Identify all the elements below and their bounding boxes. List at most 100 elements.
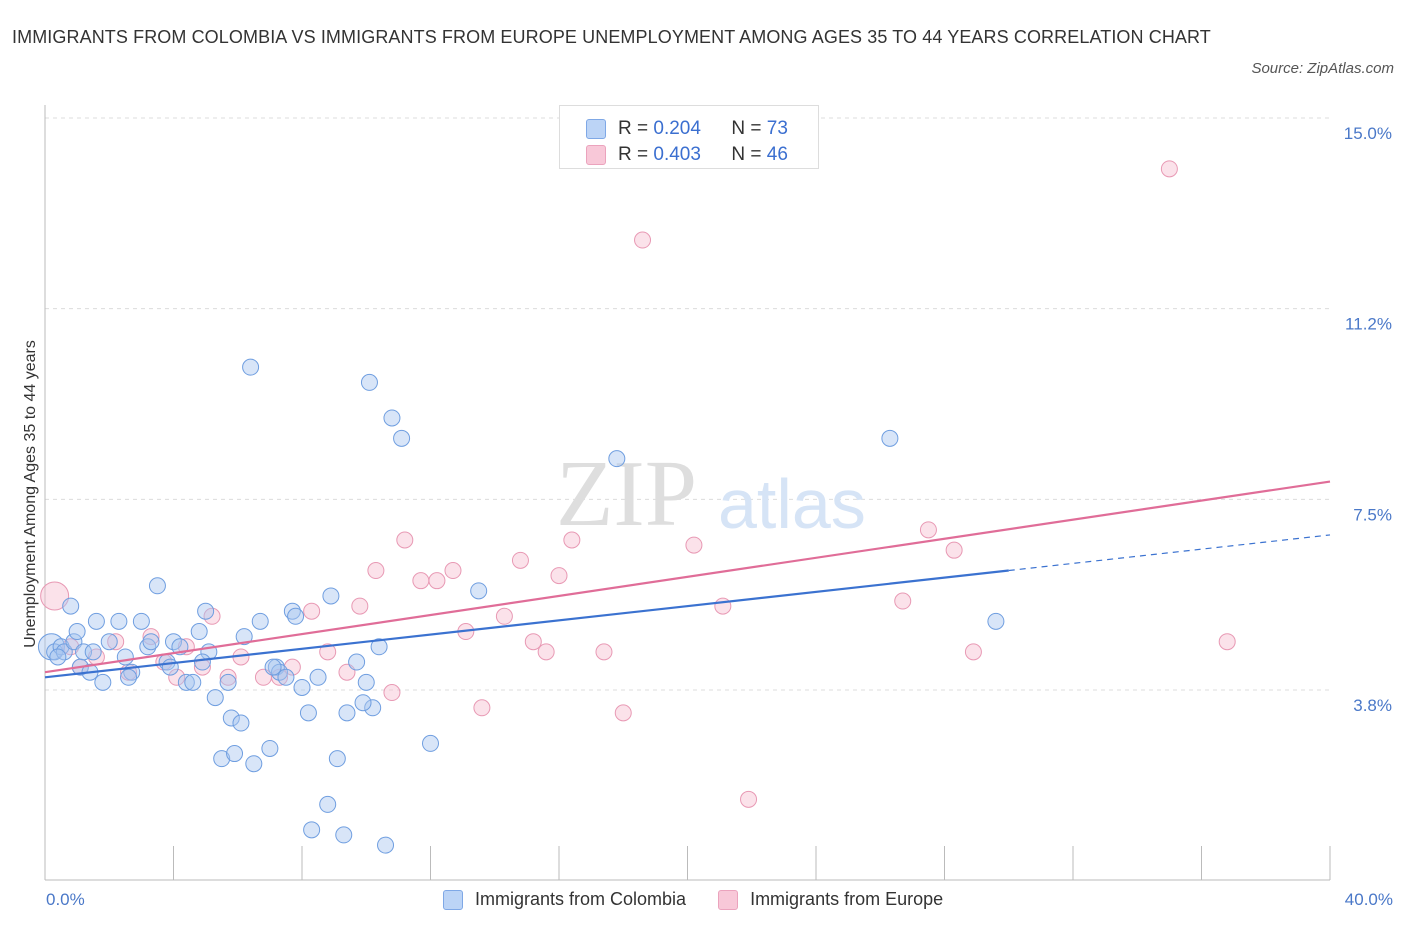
y-tick-label: 7.5% <box>1353 505 1392 524</box>
colombia-point <box>177 673 195 691</box>
colombia-r-value: 0.204 <box>653 118 701 139</box>
colombia-point <box>235 628 253 646</box>
colombia-point <box>357 673 375 691</box>
europe-point <box>685 536 703 554</box>
colombia-point <box>987 612 1005 630</box>
colombia-point <box>142 633 160 651</box>
colombia-point <box>94 673 112 691</box>
europe-swatch <box>586 145 606 165</box>
colombia-point <box>608 450 626 468</box>
gridlines <box>45 117 1330 691</box>
europe-point <box>945 541 963 559</box>
y-tick-label: 11.2% <box>1345 315 1392 334</box>
colombia-point <box>62 597 80 615</box>
europe-point <box>964 643 982 661</box>
colombia-point <box>299 704 317 722</box>
europe-point <box>351 597 369 615</box>
colombia-point <box>287 607 305 625</box>
europe-point <box>40 581 70 611</box>
europe-point <box>1160 160 1178 178</box>
colombia-point <box>49 648 67 666</box>
colombia-point <box>377 836 395 854</box>
trend-lines <box>44 480 1331 679</box>
y-tick-labels: 3.8% 7.5% 11.2% 15.0% <box>1344 124 1392 715</box>
europe-point <box>550 567 568 585</box>
r-label: R = <box>618 118 654 139</box>
colombia-point <box>383 409 401 427</box>
europe-point <box>563 531 581 549</box>
europe-point <box>303 602 321 620</box>
x-tick-label-min: 0.0% <box>46 890 85 909</box>
source-note: Source: ZipAtlas.com <box>1251 60 1394 77</box>
colombia-trend-extension <box>1008 534 1331 572</box>
watermark: ZIP atlas <box>556 442 866 546</box>
europe-points <box>40 160 1236 808</box>
colombia-points <box>37 358 1005 854</box>
colombia-point <box>193 653 211 671</box>
europe-r-value: 0.403 <box>653 144 701 165</box>
colombia-point <box>277 668 295 686</box>
colombia-point <box>161 658 179 676</box>
europe-point <box>168 668 186 686</box>
europe-n-value: 46 <box>766 144 788 165</box>
colombia-point <box>303 821 321 839</box>
x-tick-label-max: 40.0% <box>1344 890 1393 909</box>
r-label: R = <box>618 144 654 165</box>
colombia-point <box>184 673 202 691</box>
legend-label-colombia: Immigrants from Colombia <box>475 889 687 909</box>
colombia-point <box>335 826 353 844</box>
y-tick-label: 3.8% <box>1353 696 1392 715</box>
europe-point <box>537 643 555 661</box>
europe-point <box>383 684 401 702</box>
colombia-point <box>261 739 279 757</box>
legend-item-colombia: Immigrants from Colombia <box>443 889 686 910</box>
legend-item-europe: Immigrants from Europe <box>718 889 943 910</box>
y-tick-label: 15.0% <box>1344 124 1392 143</box>
colombia-point <box>132 612 150 630</box>
colombia-legend-swatch <box>443 889 463 910</box>
series-legend: Immigrants from Colombia Immigrants from… <box>443 889 975 910</box>
europe-point <box>511 551 529 569</box>
europe-point <box>740 790 758 808</box>
colombia-point <box>75 643 93 661</box>
n-label: N = <box>731 118 767 139</box>
colombia-point <box>319 795 337 813</box>
watermark-zip: ZIP <box>556 442 697 546</box>
colombia-point <box>120 668 138 686</box>
colombia-point <box>100 633 118 651</box>
europe-point <box>219 668 237 686</box>
europe-point <box>142 628 160 646</box>
colombia-point <box>322 587 340 605</box>
colombia-point <box>213 750 231 768</box>
colombia-point <box>190 623 208 641</box>
europe-point <box>1218 633 1236 651</box>
colombia-point <box>242 358 260 376</box>
europe-point <box>428 572 446 590</box>
colombia-point <box>37 633 65 661</box>
colombia-point <box>226 745 244 763</box>
europe-point <box>919 521 937 539</box>
colombia-point <box>251 612 269 630</box>
colombia-n-value: 73 <box>766 118 788 139</box>
colombia-point <box>393 429 411 447</box>
chart-title: IMMIGRANTS FROM COLOMBIA VS IMMIGRANTS F… <box>12 27 1211 47</box>
colombia-point <box>293 678 311 696</box>
n-label: N = <box>731 144 767 165</box>
colombia-point <box>219 673 237 691</box>
europe-trend-line <box>44 480 1331 674</box>
colombia-point <box>338 704 356 722</box>
colombia-point <box>348 653 366 671</box>
colombia-point <box>206 689 224 707</box>
colombia-point <box>360 373 378 391</box>
europe-point <box>396 531 414 549</box>
colombia-point <box>84 643 102 661</box>
legend-row-europe: R = 0.403 N = 46 <box>586 142 788 168</box>
colombia-point <box>245 755 263 773</box>
europe-point <box>894 592 912 610</box>
europe-point <box>614 704 632 722</box>
colombia-point <box>110 612 128 630</box>
europe-point <box>634 231 652 249</box>
colombia-point <box>87 612 105 630</box>
colombia-point <box>68 623 86 641</box>
